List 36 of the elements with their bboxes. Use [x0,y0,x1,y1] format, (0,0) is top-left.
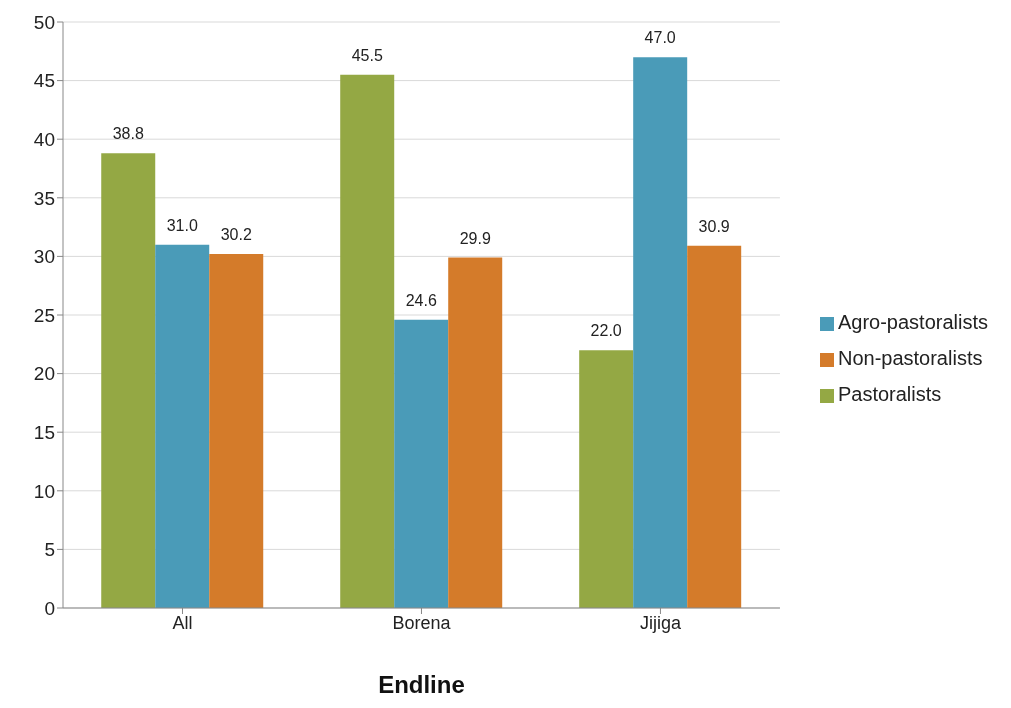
y-tick-label: 15 [33,421,55,443]
data-label: 31.0 [166,216,198,234]
bar [155,244,210,608]
data-label: 45.5 [351,46,383,64]
y-tick-label: 50 [33,11,55,33]
bar [633,57,688,608]
legend-label: Non-pastoralists [837,347,983,369]
legend-label: Agro-pastoralists [837,311,988,333]
y-tick-label: 40 [33,128,55,150]
data-label: 29.9 [459,229,491,247]
bar [101,153,156,608]
y-tick-label: 10 [33,480,55,502]
data-label: 30.9 [698,217,730,235]
y-tick-label: 30 [33,246,55,268]
legend-label: Pastoralists [837,383,942,405]
x-tick-label: Jijiga [639,612,682,633]
bar [209,254,264,608]
bar [448,257,503,608]
y-tick-label: 45 [33,70,55,92]
data-label: 22.0 [590,322,622,340]
x-tick-label: Borena [392,612,452,633]
data-label: 30.2 [220,226,252,244]
data-label: 24.6 [405,291,437,309]
bar [394,319,449,608]
y-tick-label: 20 [33,363,55,385]
y-tick-label: 25 [33,304,55,326]
bar [687,245,742,608]
y-tick-label: 35 [33,187,55,209]
data-label: 47.0 [644,29,676,47]
y-tick-label: 5 [44,539,55,561]
x-tick-label: All [172,612,193,633]
bar [579,350,634,608]
y-tick-label: 0 [44,597,55,619]
x-axis-title: Endline [378,671,465,698]
bar [340,74,395,608]
data-label: 38.8 [112,125,144,143]
